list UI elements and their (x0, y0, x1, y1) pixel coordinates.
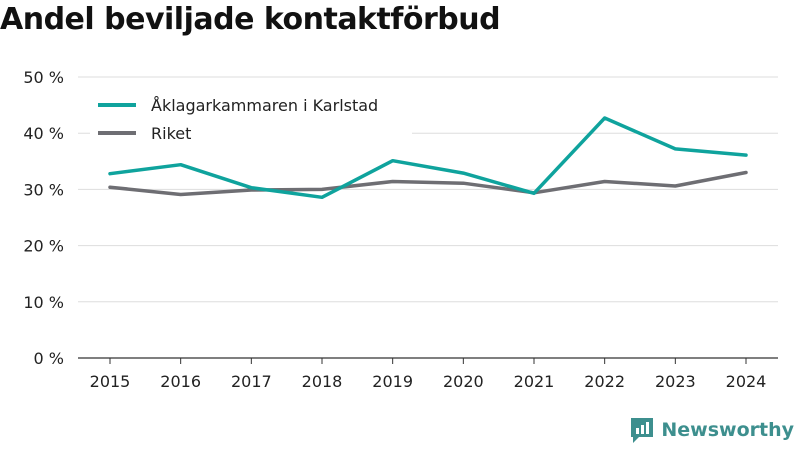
x-tick-label: 2023 (655, 372, 696, 391)
y-tick-label: 10 % (23, 293, 64, 312)
newsworthy-brand: Newsworthy (629, 416, 794, 444)
y-tick-label: 50 % (23, 68, 64, 87)
x-tick-label: 2021 (514, 372, 555, 391)
series-line-aklagarkammaren-karlstad (108, 116, 748, 200)
x-tick-label: 2022 (584, 372, 625, 391)
x-tick-label: 2016 (160, 372, 201, 391)
series-lines (108, 116, 748, 200)
x-tick-label: 2024 (726, 372, 767, 391)
brand-name: Newsworthy (661, 419, 794, 441)
x-tick-label: 2019 (372, 372, 413, 391)
series-line-riket (108, 170, 748, 197)
x-axis: 2015 2016 2017 2018 2019 2020 2021 2022 2023 2024 (78, 357, 778, 391)
y-tick-label: 40 % (23, 124, 64, 143)
x-tick-label: 2017 (231, 372, 272, 391)
x-tick-label: 2015 (90, 372, 131, 391)
legend-label: Riket (151, 124, 191, 143)
chart-title: Andel beviljade kontaktförbud (0, 2, 501, 37)
legend-label: Åklagarkammaren i Karlstad (151, 96, 378, 115)
legend: Åklagarkammaren i Karlstad Riket (90, 90, 412, 152)
y-tick-label: 0 % (34, 349, 64, 368)
y-tick-label: 30 % (23, 180, 64, 199)
y-axis-ticks: 0 % 10 % 20 % 30 % 40 % 50 % (23, 68, 64, 368)
newsworthy-logo-icon (631, 418, 654, 443)
legend-background (90, 90, 412, 152)
x-tick-label: 2020 (443, 372, 484, 391)
x-tick-label: 2018 (302, 372, 343, 391)
y-tick-label: 20 % (23, 237, 64, 256)
